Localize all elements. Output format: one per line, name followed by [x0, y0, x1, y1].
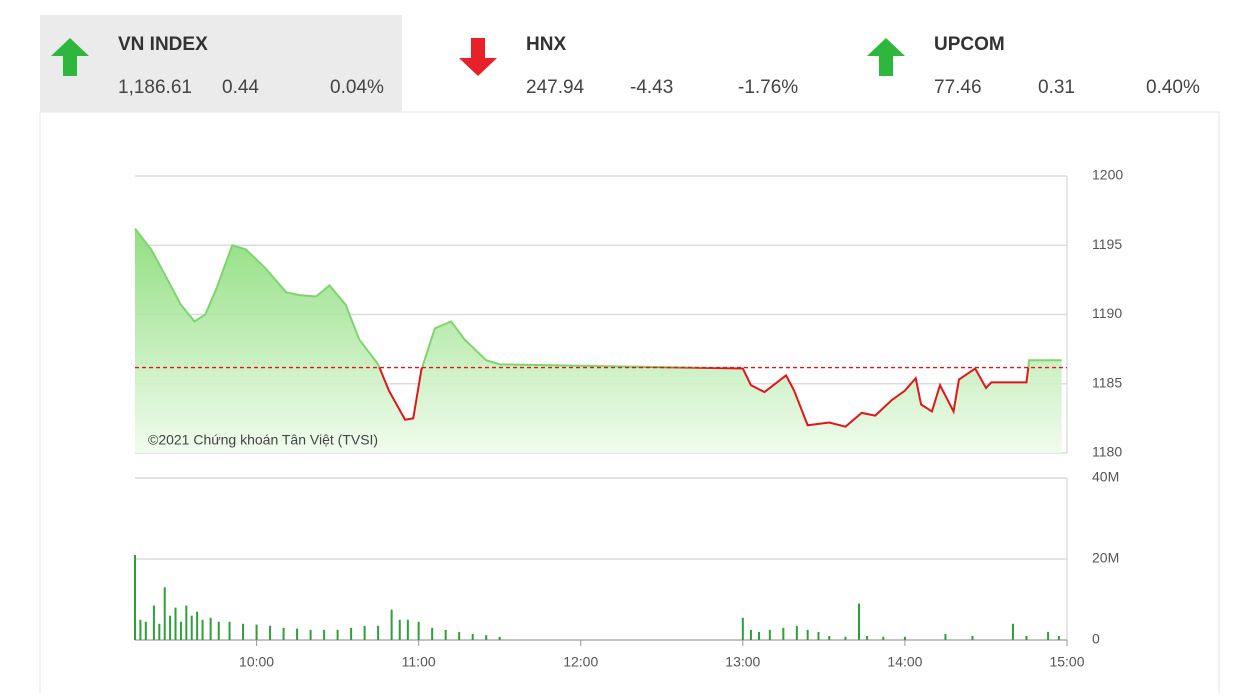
- volume-bar: [228, 621, 231, 640]
- volume-bar: [758, 631, 761, 640]
- volume-bar: [217, 621, 220, 640]
- index-percent: -1.76%: [738, 77, 798, 98]
- volume-bar: [944, 633, 947, 640]
- volume-bar: [296, 628, 299, 640]
- index-name: UPCOM: [934, 34, 1005, 55]
- index-tab[interactable]: HNX 247.94 -4.43 -1.76%: [459, 34, 798, 98]
- volume-bar: [398, 619, 401, 640]
- volume-bar: [806, 629, 809, 640]
- y-tick-label: 1200: [1092, 167, 1123, 183]
- y-tick-label: 20M: [1092, 550, 1119, 566]
- volume-bar: [139, 619, 142, 640]
- volume-bar: [444, 629, 447, 640]
- index-value: 247.94: [526, 77, 585, 98]
- index-percent: 0.04%: [330, 77, 384, 98]
- volume-bar: [828, 635, 831, 640]
- volume-bar: [152, 605, 155, 640]
- volume-bar: [179, 621, 182, 640]
- volume-bar: [741, 617, 744, 640]
- plot: 1180 1185 1190 1195 1200 ©2021 Chứng khoán Tâ…: [134, 167, 1123, 670]
- volume-bar: [190, 615, 193, 640]
- y-tick-label: 40M: [1092, 469, 1119, 485]
- volume-bar: [817, 631, 820, 640]
- direction-arrow: [459, 38, 497, 76]
- y-tick-label: 1180: [1092, 444, 1122, 460]
- volume-bar: [417, 621, 420, 640]
- volume-bar: [485, 635, 488, 640]
- volume-bar: [309, 629, 312, 640]
- volume-bar: [282, 627, 285, 640]
- volume-bar: [242, 623, 245, 640]
- volume-bar: [903, 636, 906, 640]
- volume-bar: [323, 629, 326, 640]
- direction-arrow: [867, 38, 905, 76]
- volume-bar: [406, 619, 409, 640]
- volume-bar: [431, 627, 434, 640]
- volume-bar: [471, 633, 474, 640]
- volume-bar: [795, 625, 798, 640]
- volume-bar: [782, 627, 785, 640]
- volume-bar: [144, 621, 147, 640]
- volume-bar: [185, 605, 188, 640]
- volume-bar: [866, 635, 869, 640]
- index-change: 0.31: [1038, 77, 1075, 98]
- volume-bar: [844, 636, 847, 640]
- x-tick-label: 11:00: [402, 654, 436, 670]
- volume-bar: [255, 624, 258, 640]
- index-change: -4.43: [630, 77, 673, 98]
- volume-bar: [1057, 635, 1060, 640]
- index-value: 1,186.61: [118, 77, 192, 98]
- volume-bar: [768, 629, 771, 640]
- volume-bar: [174, 607, 177, 640]
- volume-bar: [169, 615, 172, 640]
- volume-bar: [1025, 635, 1028, 640]
- volume-bar: [1011, 623, 1014, 640]
- y-tick-label: 1185: [1092, 374, 1122, 390]
- volume-bar: [749, 629, 752, 640]
- volume-bar: [363, 625, 366, 640]
- volume-bar: [857, 603, 860, 640]
- volume-bar: [336, 629, 339, 640]
- index-value: 77.46: [934, 77, 982, 98]
- volume-bar: [458, 631, 461, 640]
- volume-bar: [134, 554, 136, 640]
- index-tab[interactable]: VN INDEX 1,186.61 0.44 0.04%: [40, 15, 402, 112]
- volume-bar: [971, 635, 974, 640]
- direction-arrow: [51, 38, 89, 76]
- price-line-down: [378, 367, 1030, 428]
- index-tab[interactable]: UPCOM 77.46 0.31 0.40%: [867, 34, 1200, 98]
- volume-bar: [377, 625, 380, 640]
- volume-bar: [201, 619, 204, 640]
- tab-background: [40, 15, 402, 112]
- x-tick-label: 12:00: [563, 654, 598, 670]
- volume-bar: [350, 627, 353, 640]
- volume-bar: [882, 636, 885, 640]
- volume-bar: [390, 609, 393, 640]
- volume-bar: [269, 625, 272, 640]
- y-tick-label: 1195: [1092, 236, 1122, 252]
- x-tick-label: 13:00: [725, 654, 760, 670]
- tabs: VN INDEX 1,186.61 0.44 0.04% HNX 247.94 -4.43 -…: [40, 15, 1200, 112]
- index-percent: 0.40%: [1146, 77, 1200, 98]
- x-tick-label: 14:00: [887, 654, 922, 670]
- volume-bar: [196, 611, 199, 640]
- watermark: ©2021 Chứng khoán Tân Việt (TVSI): [148, 432, 378, 448]
- volume-bar: [209, 617, 212, 640]
- price-line-up: [134, 228, 1062, 368]
- price-area: [135, 228, 1062, 453]
- y-tick-label: 0: [1092, 631, 1100, 647]
- y-tick-label: 1190: [1092, 305, 1122, 321]
- index-change: 0.44: [222, 77, 259, 98]
- volume-bar: [163, 587, 166, 640]
- volume-bar: [1047, 631, 1050, 640]
- x-tick-label: 15:00: [1049, 654, 1084, 670]
- x-tick-label: 10:00: [239, 654, 274, 670]
- index-name: VN INDEX: [118, 34, 208, 55]
- volume-bar: [158, 623, 161, 640]
- volume-bar: [498, 636, 501, 640]
- index-name: HNX: [526, 34, 566, 55]
